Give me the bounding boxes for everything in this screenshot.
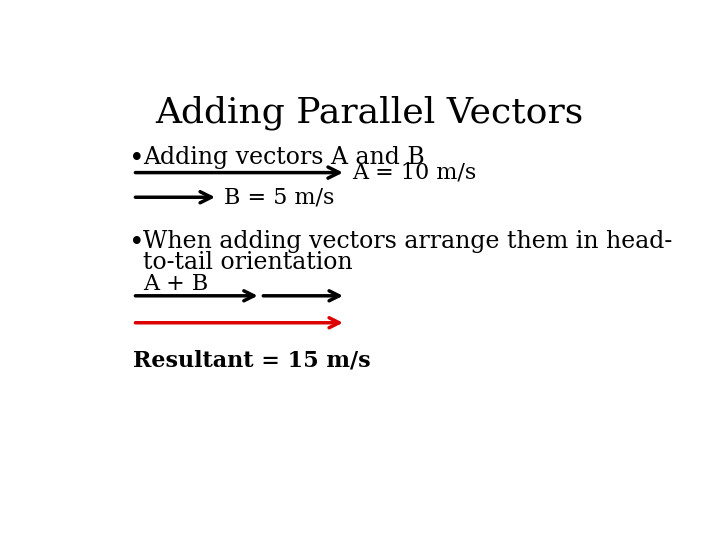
- Text: B = 5 m/s: B = 5 m/s: [224, 186, 335, 208]
- Text: Adding Parallel Vectors: Adding Parallel Vectors: [155, 96, 583, 130]
- Text: A = 10 m/s: A = 10 m/s: [352, 161, 476, 184]
- Text: •: •: [129, 231, 145, 255]
- Text: •: •: [129, 146, 145, 171]
- Text: to-tail orientation: to-tail orientation: [143, 251, 352, 274]
- Text: Adding vectors A and B: Adding vectors A and B: [143, 146, 425, 168]
- Text: A + B: A + B: [143, 273, 208, 295]
- Text: Resultant = 15 m/s: Resultant = 15 m/s: [132, 350, 370, 372]
- Text: When adding vectors arrange them in head-: When adding vectors arrange them in head…: [143, 231, 672, 253]
